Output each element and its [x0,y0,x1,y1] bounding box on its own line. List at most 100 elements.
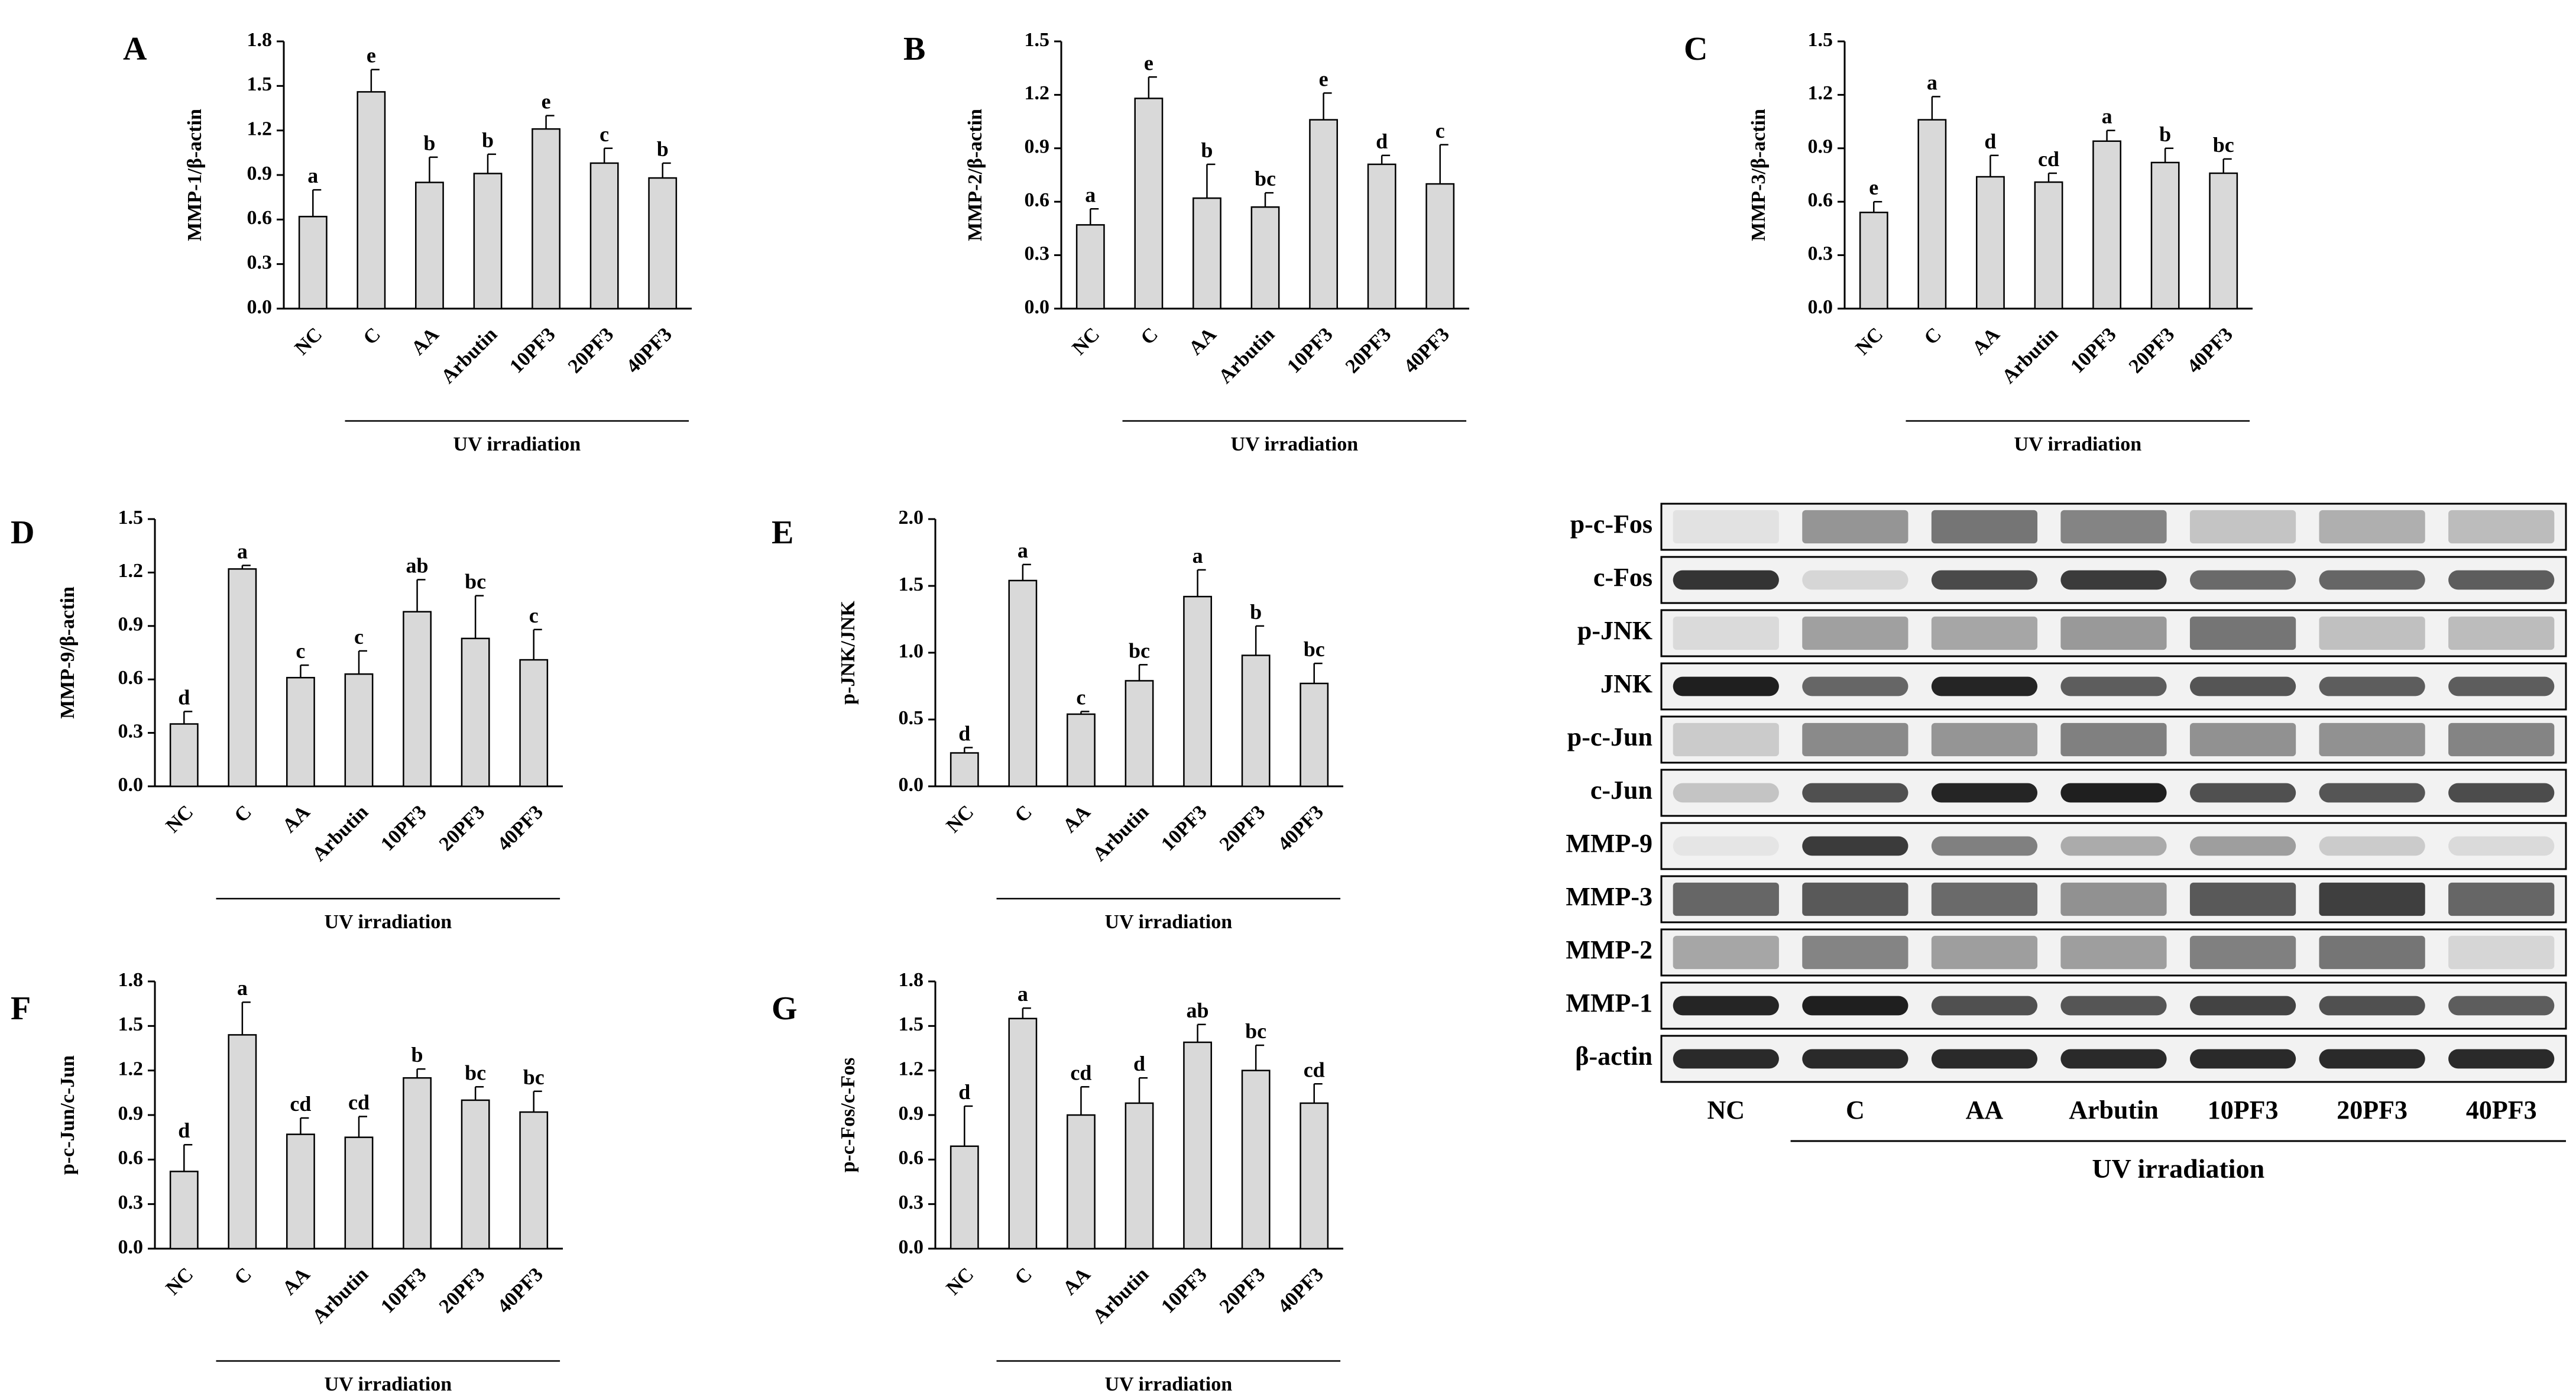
chart-panel-e: E 0.0 0.5 1.0 1.5 2.0 p-JNK/JNK d NC a Cc AA bc Arbut… [772,507,1343,933]
blot-band [1673,836,1779,856]
x-tick-label: 10PF3 [1283,323,1337,378]
bar-c [1008,1017,1038,1250]
y-tick-label: 0.3 [118,720,144,742]
blot-row-label: β-actin [1575,1042,1652,1071]
blot-band [1673,722,1779,757]
y-tick-label: 1.8 [247,29,273,51]
significance-label: e [1144,51,1153,74]
y-tick-label: 0.0 [899,1236,924,1258]
significance-label: c [600,122,609,146]
significance-label: cd [348,1091,370,1114]
x-tick-label: NC [162,801,198,837]
bar-arbutin [1250,206,1280,310]
blot-band [2319,510,2425,544]
bar-20pf3 [1241,1070,1271,1250]
blot-band [2189,935,2296,970]
y-tick-label: 0.6 [1808,189,1833,211]
bar-40pf3 [1300,1102,1329,1250]
significance-label: c [354,625,364,649]
y-tick-label: 0.6 [118,1147,144,1169]
significance-label: bc [465,1061,486,1084]
blot-lane-label: NC [1707,1096,1745,1124]
blot-row-label: MMP-3 [1566,882,1652,911]
x-tick-label: Arbutin [437,323,501,388]
bar-nc [1075,224,1105,310]
y-axis-label: p-c-Jun/c-Jun [57,1055,79,1175]
bar-20pf3 [2150,161,2180,310]
bar-40pf3 [1300,682,1329,788]
x-tick-label: Arbutin [1088,1263,1153,1328]
x-tick-label: 20PF3 [1216,801,1270,855]
significance-label: c [1076,685,1086,709]
y-tick-label: 0.6 [1025,189,1050,211]
blot-band [1931,783,2038,803]
y-tick-label: 0.0 [247,296,273,318]
blot-band [2189,836,2296,856]
significance-label: b [657,137,669,161]
bar-arbutin [2034,181,2063,310]
blot-band [2060,722,2167,757]
significance-label: d [1376,129,1388,153]
y-tick-label: 1.8 [899,969,924,991]
x-tick-label: NC [1852,323,1888,359]
y-tick-label: 0.3 [1025,242,1050,264]
bar-aa [415,182,444,310]
blot-band [1931,570,2038,590]
significance-label: b [2159,122,2171,146]
y-axis-label: MMP-1/β-actin [184,109,206,241]
blot-band [2060,836,2167,856]
blot-band [1673,1049,1779,1069]
blot-row-label: p-c-Jun [1567,722,1652,751]
blot-band [1802,676,1908,696]
bar-20pf3 [589,162,619,310]
bar-arbutin [1125,1102,1154,1250]
group-label: UV irradiation [1230,433,1358,455]
blot-lane-label: 40PF3 [2466,1096,2537,1124]
significance-label: e [367,44,376,67]
x-tick-label: 10PF3 [377,1263,431,1318]
panel-letter: E [772,514,793,551]
x-tick-label: 20PF3 [564,323,618,378]
blot-band [2189,1049,2296,1069]
x-tick-label: Arbutin [1998,323,2062,388]
y-tick-label: 0.0 [1025,296,1050,318]
blot-band [2319,1049,2425,1069]
y-tick-label: 1.2 [118,560,144,582]
blot-band [2319,676,2425,696]
y-tick-label: 1.8 [118,969,144,991]
blot-band [2319,882,2425,916]
blot-row-label: MMP-9 [1566,829,1652,858]
blot-band [1802,783,1908,803]
blot-lane-label: 20PF3 [2337,1096,2407,1124]
y-tick-label: 1.5 [899,573,924,595]
blot-band [2319,722,2425,757]
x-tick-label: 40PF3 [1274,1263,1328,1318]
significance-label: b [482,128,494,152]
blot-band [1673,996,1779,1016]
blot-band [2319,935,2425,970]
x-tick-label: 20PF3 [435,1263,490,1318]
blot-lane-label: C [1846,1096,1865,1124]
blot-band [1931,1049,2038,1069]
x-tick-label: NC [291,323,327,359]
blot-band [2060,616,2167,650]
chart-panel-d: D 0.0 0.3 0.6 0.9 1.2 1.5 MMP-9/β-actin d NC a Cc AA… [11,507,563,933]
y-tick-label: 1.2 [899,1058,924,1080]
significance-label: d [1133,1052,1145,1075]
significance-label: c [296,639,305,663]
significance-label: d [178,685,190,709]
blot-band [2319,996,2425,1016]
blot-band [1802,510,1908,544]
bar-40pf3 [648,177,678,310]
y-tick-label: 0.6 [899,1147,924,1169]
blot-band [1802,935,1908,970]
bar-c [228,1034,257,1250]
chart-panel-g: G 0.0 0.3 0.6 0.9 1.2 1.5 1.8 p-c-Fos/c-Fos d NC a C… [772,969,1343,1395]
western-blot: p-c-Fos c-Fos p-JNK JNK p-c-Jun c-Jun MMP-9 MMP… [1566,503,2567,1184]
significance-label: d [958,1080,970,1104]
blot-band [2060,783,2167,803]
bar-c [1917,119,1947,310]
significance-label: a [237,539,248,563]
blot-band [2189,616,2296,650]
blot-band [1673,616,1779,650]
